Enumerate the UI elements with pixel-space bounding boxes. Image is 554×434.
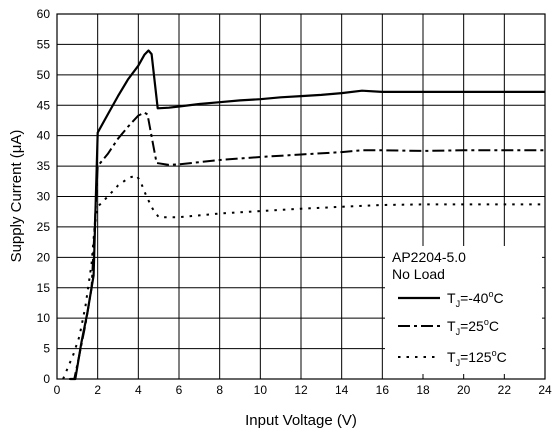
y-tick-label-11: 55 bbox=[37, 37, 51, 51]
y-tick-label-10: 50 bbox=[37, 68, 51, 82]
legend-label-series-1: TJ=-40oC bbox=[447, 289, 504, 309]
y-tick-label-7: 35 bbox=[37, 159, 51, 173]
legend-label-series-3: TJ=125oC bbox=[447, 348, 507, 368]
y-tick-label-2: 10 bbox=[37, 311, 51, 325]
x-tick-label-7: 14 bbox=[335, 383, 349, 397]
y-tick-label-6: 30 bbox=[37, 190, 51, 204]
y-tick-label-8: 40 bbox=[37, 129, 51, 143]
legend-title-line-1: AP2204-5.0 bbox=[392, 249, 466, 265]
x-axis-label: Input Voltage (V) bbox=[245, 412, 357, 429]
y-tick-label-4: 20 bbox=[37, 250, 51, 264]
tick-labels: 0 2 4 6 8 10 12 14 16 18 20 22 240510152025303540455… bbox=[37, 7, 552, 397]
x-tick-label-0: 0 bbox=[54, 383, 61, 397]
x-tick-label-10: 20 bbox=[457, 383, 471, 397]
x-tick-label-11: 22 bbox=[498, 383, 512, 397]
x-tick-label-4: 8 bbox=[216, 383, 223, 397]
y-tick-label-0: 0 bbox=[43, 372, 50, 386]
plot-border bbox=[56, 13, 546, 380]
y-axis-label: Supply Current (μA) bbox=[8, 130, 25, 263]
series-line-2 bbox=[69, 111, 545, 380]
legend-title-line-2: No Load bbox=[392, 266, 445, 282]
y-tick-label-5: 25 bbox=[37, 220, 51, 234]
y-tick-label-1: 5 bbox=[43, 342, 50, 356]
x-tick-label-2: 4 bbox=[135, 383, 142, 397]
x-tick-label-9: 18 bbox=[416, 383, 430, 397]
legend: AP2204-5.0 No Load TJ=-40oC TJ=25oC TJ=1… bbox=[385, 246, 542, 374]
series-line-1 bbox=[70, 49, 545, 381]
x-tick-label-5: 10 bbox=[254, 383, 268, 397]
legend-box bbox=[385, 246, 542, 374]
x-tick-label-3: 6 bbox=[176, 383, 183, 397]
y-tick-label-12: 60 bbox=[37, 7, 51, 21]
x-tick-label-1: 2 bbox=[94, 383, 101, 397]
y-tick-label-9: 45 bbox=[37, 98, 51, 112]
legend-label-series-2: TJ=25oC bbox=[447, 317, 499, 337]
x-tick-label-8: 16 bbox=[376, 383, 390, 397]
plot-frame bbox=[56, 13, 546, 380]
y-tick-label-3: 15 bbox=[37, 281, 51, 295]
x-tick-label-12: 24 bbox=[538, 383, 552, 397]
curves bbox=[62, 49, 545, 381]
x-tick-label-6: 12 bbox=[294, 383, 308, 397]
